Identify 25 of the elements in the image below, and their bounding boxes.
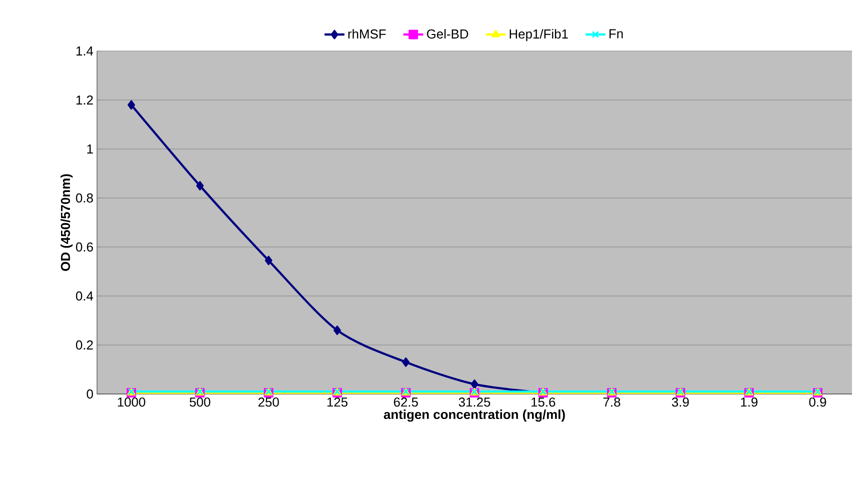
x-tick-label: 7.8: [603, 398, 620, 407]
y-axis-title: OD (450/570nm): [60, 174, 73, 271]
x-tick-label: 250: [258, 398, 279, 407]
y-tick-label: 0: [86, 389, 93, 399]
x-tick-label: 3.9: [672, 398, 689, 407]
x-tick-label: 125: [327, 398, 348, 407]
x-tick-label: 1000: [118, 398, 146, 407]
y-tick-label: 1: [87, 144, 93, 154]
legend-label: Gel-BD: [426, 29, 468, 39]
x-tick-label: 15.6: [532, 398, 556, 407]
y-tick-label: 0.6: [76, 242, 93, 252]
legend-label: rhMSF: [348, 29, 386, 39]
y-tick-label: 0.4: [76, 291, 94, 301]
x-axis-title: antigen concentration (ng/ml): [384, 410, 565, 422]
x-tick-label: 1.9: [741, 398, 758, 407]
x-tick-label: 0.9: [809, 398, 826, 407]
legend-label: Fn: [610, 29, 623, 38]
y-tick-label: 0.2: [76, 340, 93, 350]
x-tick-label: 31.25: [458, 398, 490, 407]
y-tick-label: 1.2: [76, 95, 93, 105]
x-tick-label: 62.5: [394, 398, 418, 407]
y-tick-label: 0.8: [76, 193, 93, 203]
x-tick-label: 500: [190, 398, 210, 407]
legend-label: Hep1/Fib1: [510, 29, 568, 42]
y-tick-label: 1.4: [76, 46, 94, 56]
